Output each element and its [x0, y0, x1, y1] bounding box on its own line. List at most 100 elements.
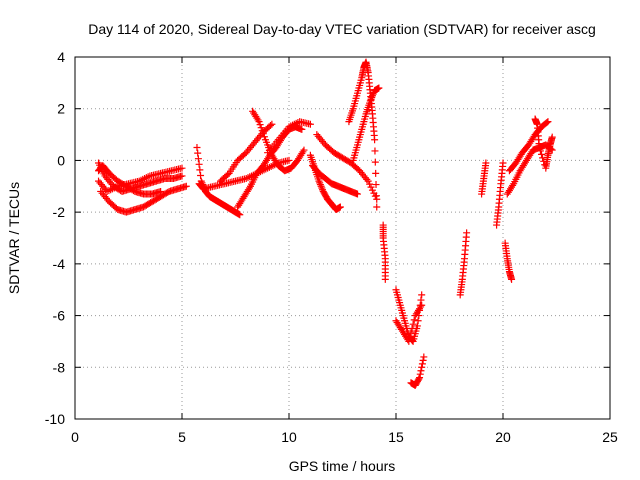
data-point-marker — [418, 363, 426, 371]
data-point-marker — [417, 303, 425, 311]
data-point-marker — [371, 158, 379, 166]
data-point-marker — [195, 160, 203, 168]
series-track-o — [349, 84, 383, 164]
series-track-h — [217, 120, 276, 185]
data-point-marker — [315, 177, 323, 185]
y-tick-label: 0 — [57, 152, 65, 168]
y-tick-label: 2 — [57, 101, 65, 117]
series-track-k — [306, 151, 344, 214]
data-point-marker — [236, 211, 244, 219]
data-point-marker — [415, 375, 423, 383]
x-tick-label: 15 — [388, 429, 404, 445]
data-point-marker — [306, 120, 314, 128]
series-track-w — [501, 239, 516, 283]
data-point-marker — [369, 90, 377, 98]
chart-title: Day 114 of 2020, Sidereal Day-to-day VTE… — [88, 21, 596, 37]
data-point-marker — [414, 317, 422, 325]
y-axis-label: SDTVAR / TECUs — [6, 182, 22, 294]
series-track-x — [503, 141, 556, 198]
data-point-marker — [416, 374, 424, 382]
data-point-marker — [417, 296, 425, 304]
x-tick-label: 20 — [495, 429, 511, 445]
series-track-l — [309, 162, 361, 198]
data-point-marker — [373, 203, 381, 211]
data-point-marker — [316, 181, 324, 189]
series-track-z — [531, 115, 556, 172]
data-point-marker — [499, 159, 507, 167]
data-point-marker — [336, 203, 344, 211]
data-point-marker — [316, 179, 324, 187]
data-point-marker — [198, 183, 206, 191]
data-point-marker — [418, 360, 426, 368]
data-point-marker — [299, 148, 307, 156]
series-track-p — [379, 221, 389, 283]
series-track-i — [249, 107, 308, 175]
data-point-marker — [509, 181, 517, 189]
data-point-marker — [298, 125, 306, 133]
data-point-marker — [178, 164, 186, 172]
data-markers — [95, 58, 556, 389]
data-point-marker — [418, 301, 426, 309]
data-point-marker — [536, 147, 544, 155]
data-point-marker — [508, 275, 516, 283]
x-tick-label: 5 — [178, 429, 186, 445]
data-point-marker — [157, 187, 165, 195]
data-point-marker — [372, 181, 380, 189]
y-tick-label: -6 — [53, 308, 66, 324]
series-track-r — [392, 301, 426, 345]
y-tick-label: -10 — [45, 411, 65, 427]
series-track-v — [493, 159, 507, 229]
data-point-marker — [417, 367, 425, 375]
data-point-marker — [319, 186, 327, 194]
data-point-marker — [193, 144, 201, 151]
data-point-marker — [178, 172, 186, 180]
data-point-marker — [257, 124, 265, 132]
data-point-marker — [544, 118, 552, 126]
data-point-marker — [538, 150, 546, 158]
data-point-marker — [317, 182, 325, 190]
series-track-u — [478, 159, 490, 198]
series-track-e — [193, 144, 244, 219]
data-point-marker — [364, 177, 372, 185]
y-tick-label: -8 — [53, 359, 66, 375]
data-point-marker — [418, 291, 426, 299]
data-point-marker — [256, 121, 264, 129]
data-point-marker — [182, 182, 190, 190]
series-track-t — [456, 229, 471, 299]
data-point-marker — [375, 84, 383, 92]
y-tick-label: 4 — [57, 49, 65, 65]
data-point-marker — [420, 353, 428, 361]
series-track-j — [264, 118, 314, 157]
data-point-marker — [416, 370, 424, 378]
data-point-marker — [258, 127, 266, 135]
data-point-marker — [318, 184, 326, 192]
data-point-marker — [381, 275, 389, 283]
data-point-marker — [371, 136, 379, 144]
x-tick-label: 10 — [281, 429, 297, 445]
data-point-marker — [363, 175, 371, 183]
data-point-marker — [413, 322, 421, 330]
data-point-marker — [197, 172, 205, 180]
data-point-marker — [285, 156, 293, 164]
data-point-marker — [367, 183, 375, 191]
data-point-marker — [410, 316, 418, 324]
data-point-marker — [405, 337, 413, 345]
data-point-marker — [408, 325, 416, 332]
data-point-marker — [548, 133, 556, 141]
series-track-d — [95, 162, 165, 198]
data-point-marker — [409, 320, 417, 328]
axis-ticks — [74, 56, 611, 420]
data-point-marker — [194, 149, 202, 157]
data-point-marker — [259, 130, 267, 138]
data-point-marker — [268, 120, 276, 128]
data-point-marker — [535, 144, 543, 151]
series-track-b — [95, 159, 186, 195]
data-point-marker — [194, 155, 202, 163]
y-tick-label: -4 — [53, 256, 66, 272]
data-point-marker — [366, 180, 374, 188]
data-point-marker — [353, 190, 361, 198]
data-point-marker — [368, 186, 376, 194]
data-point-marker — [245, 184, 253, 192]
data-point-marker — [254, 116, 262, 124]
data-point-marker — [368, 92, 376, 100]
